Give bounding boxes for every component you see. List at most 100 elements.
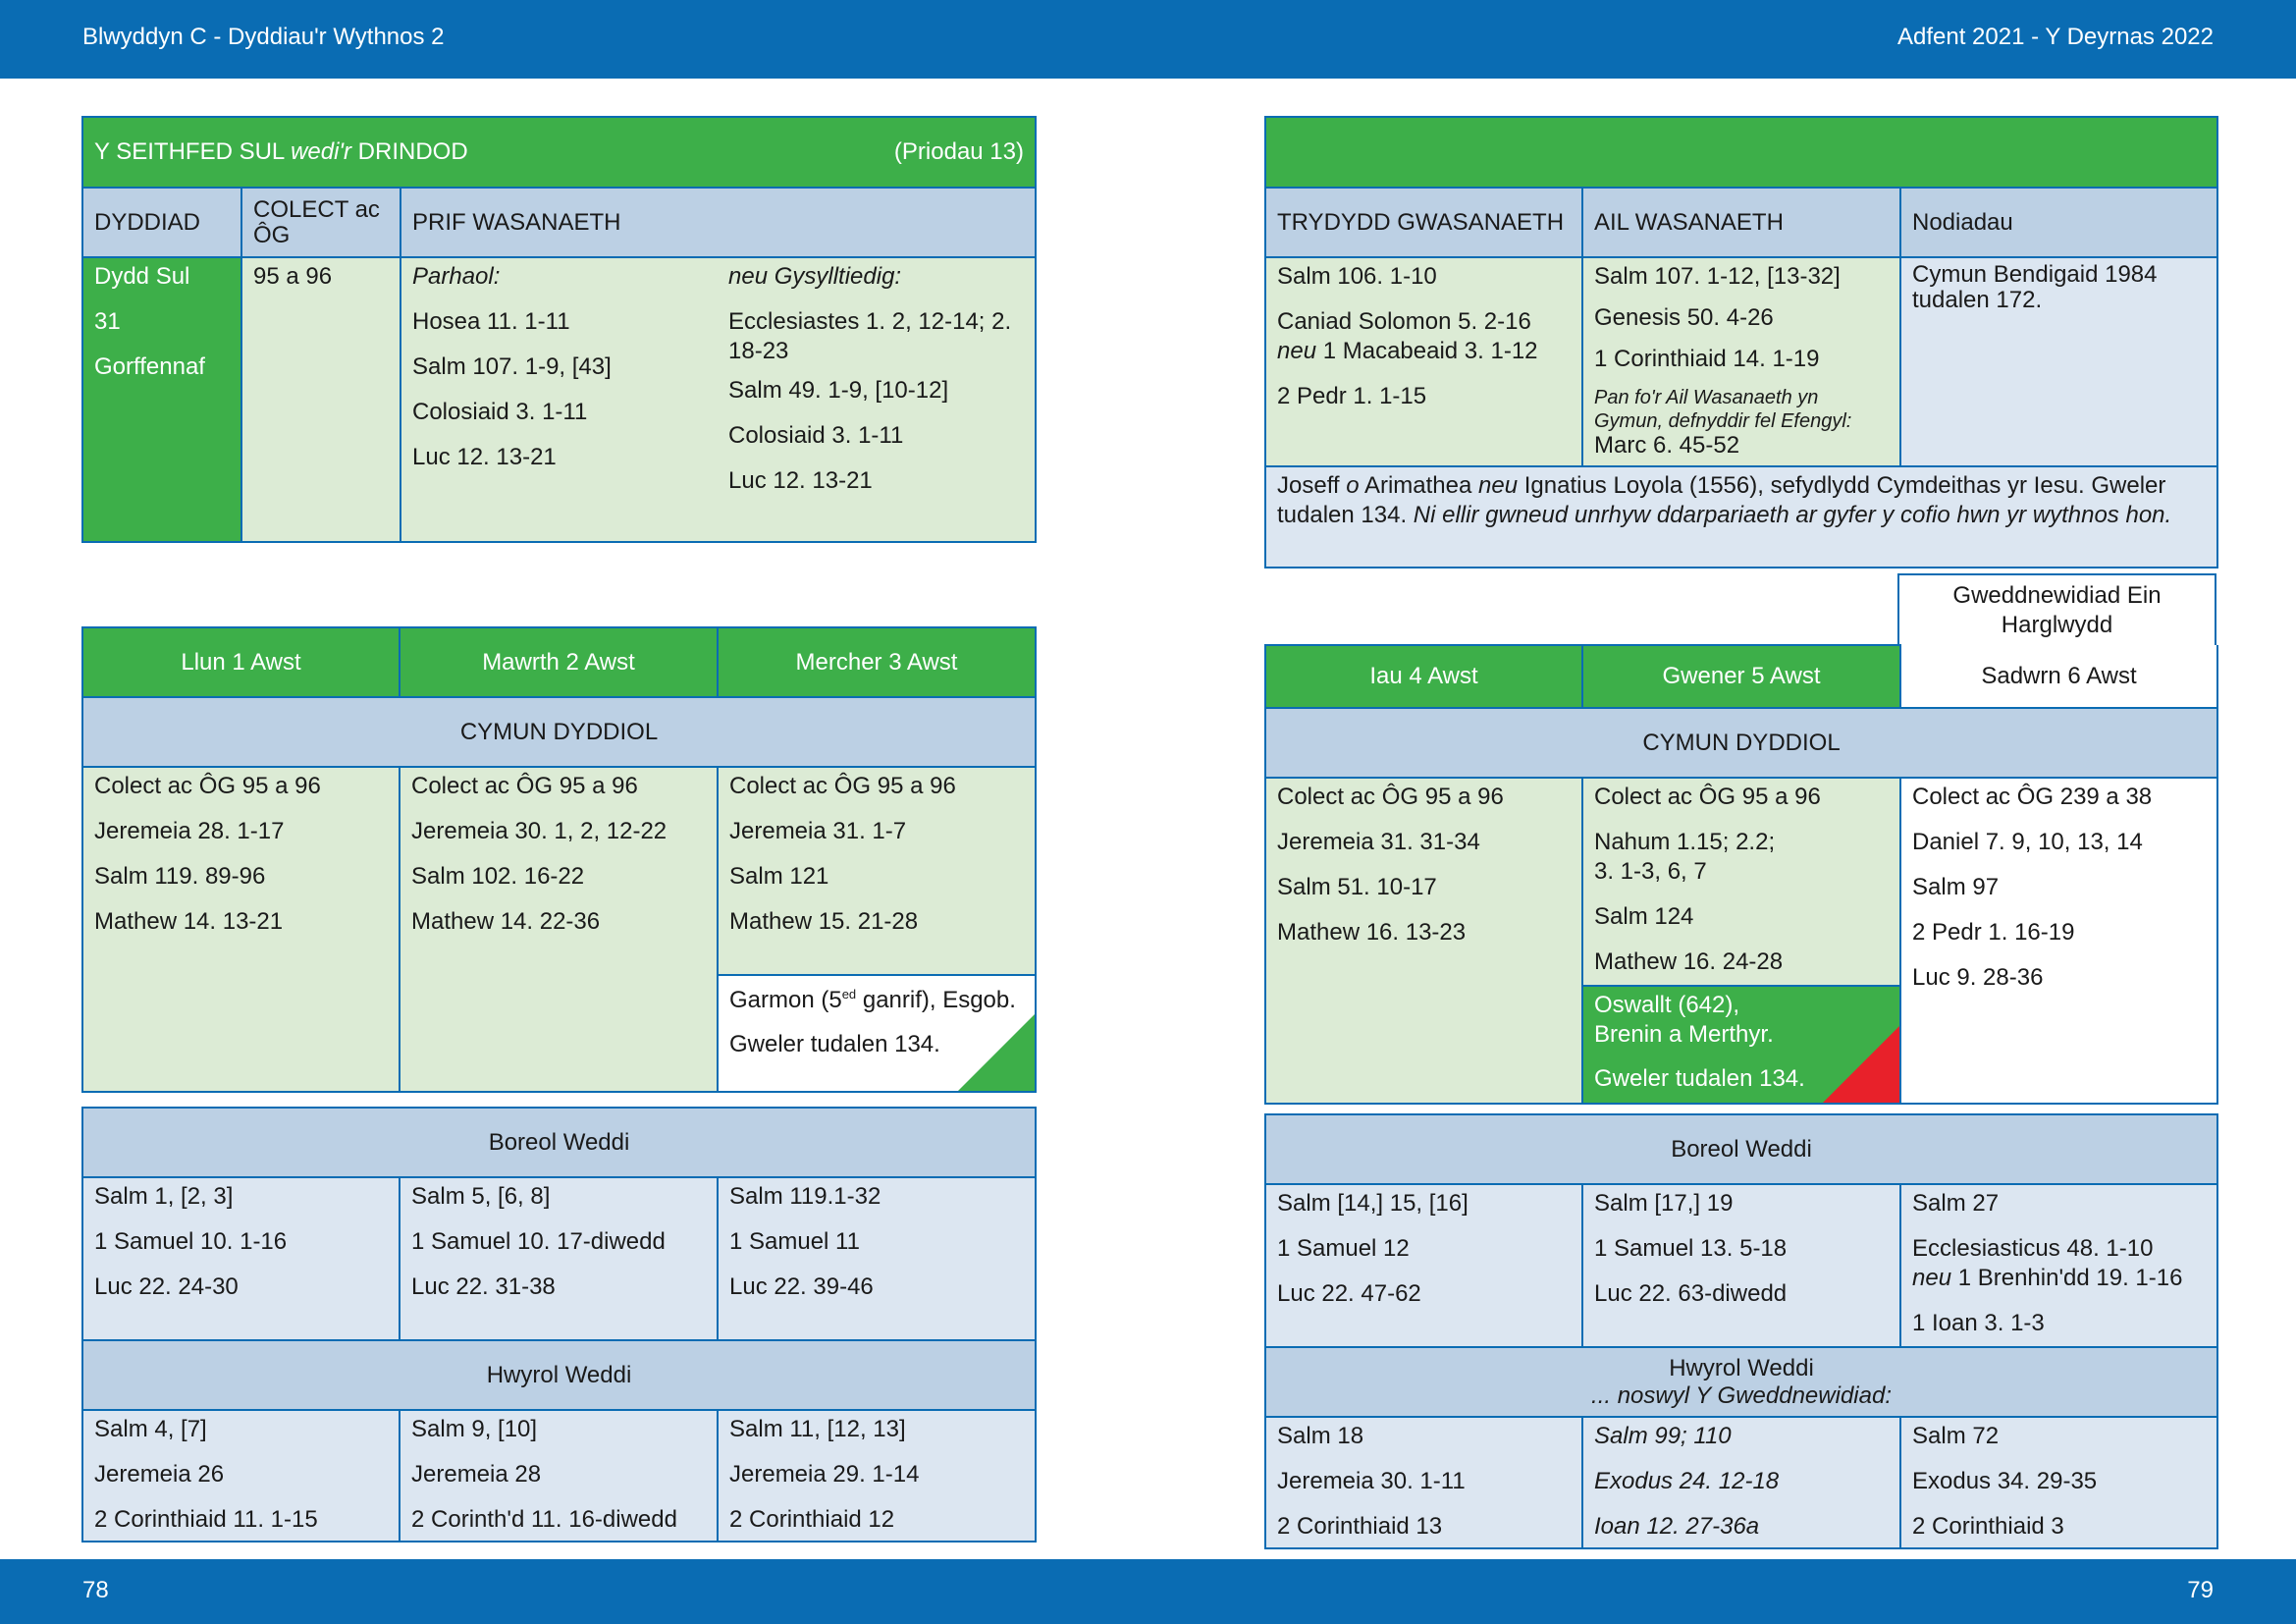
day-header: Iau 4 Awst [1264, 644, 1583, 709]
garmon-text: Garmon (5 [729, 987, 842, 1013]
continuous-reading: Salm 107. 1-9, [43] [412, 353, 612, 380]
reading: Daniel 7. 9, 10, 13, 14 [1912, 829, 2143, 855]
sunday-proper: (Priodau 13) [893, 138, 1024, 165]
reading: Luc 22. 31-38 [411, 1273, 556, 1300]
hwyrol-header: Hwyrol Weddi [80, 1339, 1038, 1411]
col-prif-header: PRIF WASANAETH [400, 187, 1037, 258]
continuous-heading: Parhaol: [412, 263, 501, 290]
third-reading: 2 Pedr 1. 1-15 [1277, 383, 1427, 409]
col-date-header: DYDDIAD [81, 187, 242, 258]
second-service-cell: Salm 107. 1-12, [13-32] Genesis 50. 4-26… [1581, 256, 1901, 467]
reading: Luc 9. 28-36 [1912, 964, 2044, 991]
reading: 2 Corinthiaid 11. 1-15 [94, 1506, 318, 1533]
reading: Luc 22. 39-46 [729, 1273, 874, 1300]
continuous-reading: Colosiaid 3. 1-11 [412, 399, 588, 425]
sunday-date-month: Gorffennaf [94, 353, 205, 380]
reading: Jeremeia 28. 1-17 [94, 818, 285, 844]
commem-text: Ni ellir gwneud unrhyw ddarpariaeth ar g… [1413, 502, 2172, 528]
commemoration-cell: Joseff o Arimathea neu Ignatius Loyola (… [1264, 465, 2218, 568]
reading: Salm 99; 110 [1594, 1423, 1732, 1449]
commem-text: Joseff [1277, 472, 1347, 499]
reading: Mathew 16. 24-28 [1594, 948, 1784, 975]
related-reading: Colosiaid 3. 1-11 [728, 422, 904, 449]
sunday-title-c: DRINDOD [351, 138, 468, 165]
sat-eucharist-cell: Colect ac ÔG 239 a 38 Daniel 7. 9, 10, 1… [1899, 777, 2218, 1105]
reading: Salm 1, [2, 3] [94, 1183, 234, 1210]
commem-text: neu [1478, 472, 1519, 499]
second-reading: 1 Corinthiaid 14. 1-19 [1594, 346, 1820, 372]
cymun-header: CYMUN DYDDIOL [81, 696, 1037, 768]
wed-eucharist-cell: Colect ac ÔG 95 a 96 Jeremeia 31. 1-7 Sa… [717, 766, 1037, 976]
oswallt-cell: Oswallt (642), Brenin a Merthyr. Gweler … [1581, 985, 1901, 1105]
reading: 2 Corinthiaid 3 [1912, 1513, 2064, 1540]
mon-morning-cell: Salm 1, [2, 3] 1 Samuel 10. 1-16 Luc 22.… [81, 1176, 400, 1341]
tue-eucharist-cell: Colect ac ÔG 95 a 96 Jeremeia 30. 1, 2, … [399, 766, 719, 1093]
reading: Nahum 1.15; 2.2; 3. 1-3, 6, 7 [1594, 829, 1776, 885]
third-or: neu [1277, 338, 1317, 364]
reading: Luc 22. 24-30 [94, 1273, 239, 1300]
reading: 2 Corinthiaid 12 [729, 1506, 895, 1533]
hwyrol-eve-note: ... noswyl Y Gweddnewidiad: [1591, 1381, 1892, 1409]
garmon-sup: ed [841, 987, 857, 1001]
continuous-reading: Hosea 11. 1-11 [412, 308, 570, 335]
sat-evening-cell: Salm 72 Exodus 34. 29-35 2 Corinthiaid 3 [1898, 1416, 2219, 1549]
reading: Exodus 24. 12-18 [1594, 1468, 1780, 1494]
reading: Jeremeia 28 [411, 1461, 542, 1488]
fri-morning-cell: Salm [17,] 19 1 Samuel 13. 5-18 Luc 22. … [1581, 1183, 1901, 1348]
green-colour-marker [958, 1014, 1035, 1091]
reading: Salm [14,] 15, [16] [1277, 1190, 1468, 1217]
reading: 1 Samuel 13. 5-18 [1594, 1235, 1788, 1262]
page-header-band: Blwyddyn C - Dyddiau'r Wythnos 2 Adfent … [0, 0, 2296, 79]
reading: 2 Pedr 1. 16-19 [1912, 919, 2075, 946]
hwyrol-header: Hwyrol Weddi ... noswyl Y Gweddnewidiad: [1263, 1346, 2219, 1418]
transfiguration-label: Gweddnewidiad Ein Harglwydd [1897, 573, 2216, 646]
sunday-colect-cell: 95 a 96 [240, 256, 401, 543]
day-header: Sadwrn 6 Awst [1899, 645, 2218, 709]
offices-right-table: Boreol Weddi Salm [14,] 15, [16] 1 Samue… [1263, 1113, 2219, 1549]
reading: Salm 97 [1912, 874, 2000, 900]
header-left-text: Blwyddyn C - Dyddiau'r Wythnos 2 [82, 24, 445, 50]
fri-evening-cell: Salm 99; 110 Exodus 24. 12-18 Ioan 12. 2… [1581, 1416, 1901, 1549]
weekday-right-table: Iau 4 Awst Gwener 5 Awst Sadwrn 6 Awst C… [1264, 644, 2218, 1105]
reading: Salm 72 [1912, 1423, 2000, 1449]
sat-morning-cell: Salm 27 Ecclesiasticus 48. 1-10 neu 1 Br… [1898, 1183, 2219, 1348]
reading: Jeremeia 29. 1-14 [729, 1461, 920, 1488]
commem-text: Ignatius Loyola (1556), sefydlydd Cymdei… [1277, 472, 2166, 528]
reading: 1 Brenhin'dd 19. 1-16 [1951, 1265, 2183, 1291]
thu-morning-cell: Salm [14,] 15, [16] 1 Samuel 12 Luc 22. … [1264, 1183, 1583, 1348]
garmon-text: ganrif), Esgob. [856, 987, 1016, 1013]
sunday-title-b: wedi'r [291, 138, 351, 165]
boreol-header: Boreol Weddi [1263, 1113, 2219, 1185]
sunday-right-table: TRYDYDD GWASANAETH AIL WASANAETH Nodiada… [1264, 116, 2218, 568]
oswallt-see-page: Gweler tudalen 134. [1594, 1065, 1805, 1092]
second-gospel-note: Pan fo'r Ail Wasanaeth yn Gymun, defnydd… [1594, 387, 1852, 432]
reading: Salm 119.1-32 [729, 1183, 881, 1210]
page-number-right: 79 [2187, 1577, 2214, 1603]
related-reading: Salm 49. 1-9, [10-12] [728, 377, 949, 404]
tue-morning-cell: Salm 5, [6, 8] 1 Samuel 10. 17-diwedd Lu… [399, 1176, 719, 1341]
offices-left-table: Boreol Weddi Salm 1, [2, 3] 1 Samuel 10.… [80, 1107, 1038, 1543]
sunday-table: Y SEITHFED SUL wedi'r DRINDOD (Priodau 1… [81, 116, 1037, 543]
cymun-header: CYMUN DYDDIOL [1264, 707, 2218, 779]
reading: 1 Samuel 10. 17-diwedd [411, 1228, 666, 1255]
sunday-right-title-band [1264, 116, 2218, 189]
continuous-reading: Luc 12. 13-21 [412, 444, 557, 470]
second-reading: Salm 107. 1-12, [13-32] [1594, 263, 1841, 290]
day-header: Mawrth 2 Awst [399, 626, 719, 698]
wed-evening-cell: Salm 11, [12, 13] Jeremeia 29. 1-14 2 Co… [716, 1409, 1038, 1543]
header-right-text: Adfent 2021 - Y Deyrnas 2022 [1896, 24, 2214, 50]
sunday-title-a: Y SEITHFED SUL [94, 138, 292, 165]
reading: Salm 124 [1594, 903, 1694, 930]
reading: Jeremeia 31. 31-34 [1277, 829, 1480, 855]
reading: Salm 5, [6, 8] [411, 1183, 551, 1210]
thu-eucharist-cell: Colect ac ÔG 95 a 96 Jeremeia 31. 31-34 … [1264, 777, 1583, 1105]
reading: Salm 18 [1277, 1423, 1364, 1449]
garmon-cell: Garmon (5ed ganrif), Esgob. Gweler tudal… [717, 974, 1037, 1093]
reading: Mathew 16. 13-23 [1277, 919, 1467, 946]
reading: Jeremeia 26 [94, 1461, 225, 1488]
col-notes-header: Nodiadau [1899, 187, 2218, 258]
day-header: Mercher 3 Awst [717, 626, 1037, 698]
reading: Salm 102. 16-22 [411, 863, 585, 890]
third-service-cell: Salm 106. 1-10 Caniad Solomon 5. 2-16 ne… [1264, 256, 1583, 467]
sunday-date-cell: Dydd Sul 31 Gorffennaf [81, 256, 242, 543]
